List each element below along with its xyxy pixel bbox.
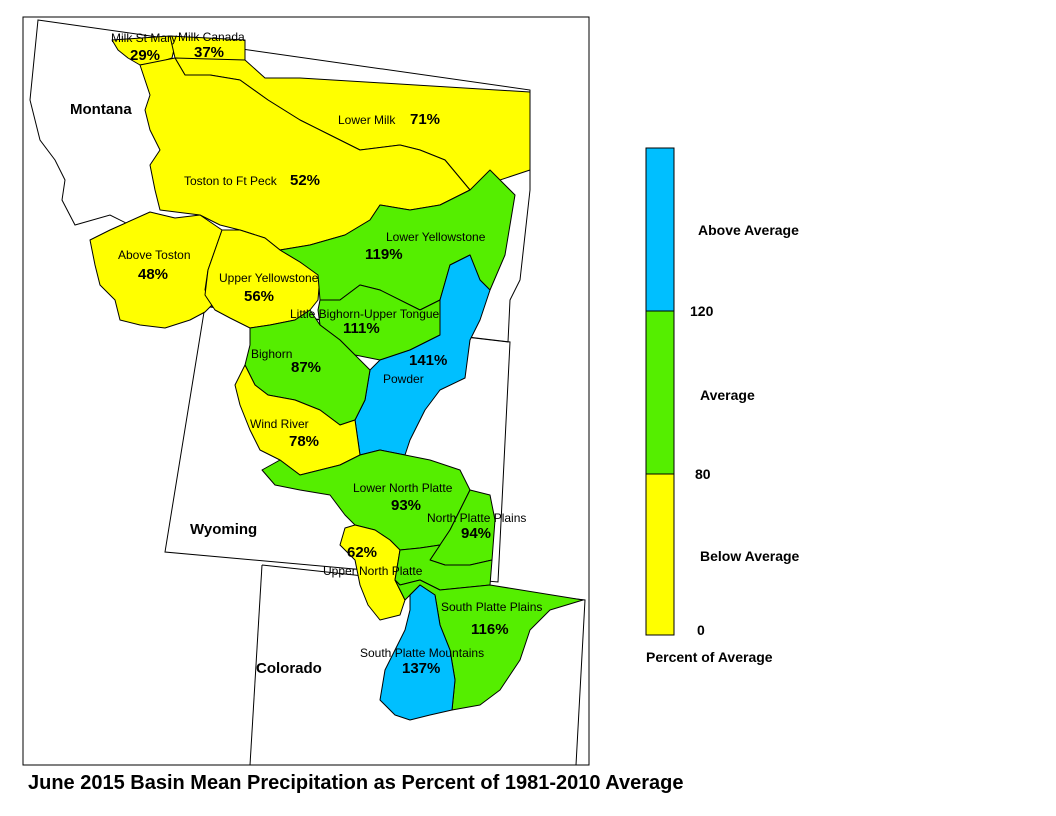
legend-break-120: 120 [690,303,714,319]
basin-name-south-platte-plains: South Platte Plains [441,600,542,614]
legend-swatch-average [645,310,675,475]
basin-name-south-platte-mountains: South Platte Mountains [360,646,484,660]
legend: Above Average Average Below Average 120 … [645,147,800,665]
basin-pct-wind-river: 78% [289,433,319,450]
basin-name-wind-river: Wind River [250,417,309,431]
basin-pct-milk-st-mary: 29% [130,47,160,64]
basin-pct-little-bighorn: 111% [343,320,380,337]
map-caption: June 2015 Basin Mean Precipitation as Pe… [28,772,684,794]
basin-pct-north-platte-plains: 94% [461,525,491,542]
basin-name-milk-st-mary: Milk St Mary [111,31,177,45]
legend-break-80: 80 [695,466,711,482]
basin-name-lower-yellowstone: Lower Yellowstone [386,230,486,244]
legend-swatch-below [645,473,675,636]
basin-upper-north-platte[interactable] [339,524,406,621]
basin-pct-bighorn: 87% [291,359,321,376]
basins [89,35,584,721]
basin-name-powder: Powder [383,372,424,386]
basin-name-lower-milk: Lower Milk [338,113,396,127]
state-label-wyoming: Wyoming [190,521,257,538]
basin-powder[interactable] [354,254,491,456]
basin-pct-milk-canada: 37% [194,44,224,61]
legend-label-below: Below Average [700,548,800,564]
basin-labels: Milk St Mary 29% Milk Canada 37% Lower M… [111,30,542,677]
basin-name-north-platte-plains: North Platte Plains [427,511,526,525]
legend-title: Percent of Average [646,649,773,665]
legend-swatch-above [645,147,675,312]
basin-pct-toston-ft-peck: 52% [290,172,320,189]
basin-name-upper-yellowstone: Upper Yellowstone [219,271,319,285]
basin-name-lower-north-platte: Lower North Platte [353,481,453,495]
basin-pct-powder: 141% [409,352,447,369]
state-labels: Montana Wyoming Colorado [70,101,322,677]
basin-name-upper-north-platte: Upper North Platte [323,564,423,578]
basin-pct-lower-yellowstone: 119% [365,246,403,263]
basin-name-little-bighorn: Little Bighorn-Upper Tongue [290,307,440,321]
basin-pct-lower-north-platte: 93% [391,497,421,514]
basin-pct-upper-north-platte: 62% [347,544,377,561]
basin-name-above-toston: Above Toston [118,248,191,262]
basin-name-toston-ft-peck: Toston to Ft Peck [184,174,278,188]
legend-break-0: 0 [697,622,705,638]
legend-label-above: Above Average [698,222,799,238]
state-label-montana: Montana [70,101,132,118]
colorado-west-edge [249,564,263,766]
basin-pct-south-platte-plains: 116% [471,621,509,638]
basin-name-bighorn: Bighorn [251,347,292,361]
basin-south-platte-mountains[interactable] [379,584,456,721]
basin-pct-south-platte-mountains: 137% [402,660,440,677]
basin-name-milk-canada: Milk Canada [178,30,245,44]
state-label-colorado: Colorado [256,660,322,677]
legend-label-average: Average [700,387,755,403]
basin-pct-upper-yellowstone: 56% [244,288,274,305]
basin-pct-above-toston: 48% [138,266,168,283]
basin-pct-lower-milk: 71% [410,111,440,128]
